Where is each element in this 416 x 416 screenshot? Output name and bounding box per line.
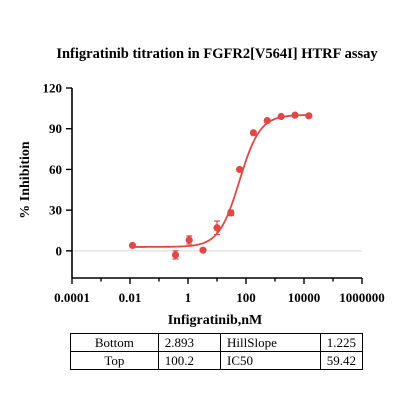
y-tick-label: 60 xyxy=(49,162,62,177)
x-tick-label: 1000000 xyxy=(339,290,385,305)
x-tick-label: 10000 xyxy=(288,290,321,305)
x-axis: 0.0001 0.01 1 100 10000 1000000 xyxy=(54,277,385,305)
x-tick-label: 100 xyxy=(236,290,256,305)
chart-title: Infigratinib titration in FGFR2[V564I] H… xyxy=(56,46,378,62)
data-point xyxy=(185,236,193,244)
data-point xyxy=(263,116,271,125)
fit-parameters-table: Bottom 2.893 HillSlope 1.225 Top 100.2 I… xyxy=(70,333,364,370)
param-value-hillslope: 1.225 xyxy=(319,333,364,352)
y-tick-label: 0 xyxy=(56,243,63,258)
table-row: Top 100.2 IC50 59.42 xyxy=(70,351,364,370)
fit-curve-group xyxy=(131,114,311,248)
y-tick-label: 90 xyxy=(49,121,62,136)
x-tick-label: 0.01 xyxy=(119,290,142,305)
data-point xyxy=(199,246,207,254)
fit-curve-line xyxy=(131,114,311,248)
table-row: Bottom 2.893 HillSlope 1.225 xyxy=(70,333,364,352)
data-point xyxy=(128,241,137,250)
x-tick-label: 1 xyxy=(185,290,192,305)
x-axis-label: Infigratinib,nM xyxy=(168,313,263,328)
data-point xyxy=(305,112,313,120)
param-label-top: Top xyxy=(70,351,159,370)
x-tick-label: 0.0001 xyxy=(54,290,90,305)
param-value-top: 100.2 xyxy=(157,351,222,370)
y-tick-label: 30 xyxy=(49,203,62,218)
y-axis: 0 30 60 90 120 xyxy=(43,81,73,278)
data-point xyxy=(227,209,235,217)
data-point xyxy=(235,165,244,174)
param-label-bottom: Bottom xyxy=(70,333,159,352)
param-value-ic50: 59.42 xyxy=(319,351,364,370)
data-points-group xyxy=(128,111,313,260)
data-point xyxy=(171,251,180,259)
param-label-hillslope: HillSlope xyxy=(220,333,321,352)
data-point xyxy=(249,129,258,137)
data-point xyxy=(277,112,285,121)
y-tick-label: 120 xyxy=(43,81,63,96)
param-value-bottom: 2.893 xyxy=(157,333,222,352)
data-point xyxy=(291,111,299,119)
y-axis-label: % Inhibition xyxy=(18,141,33,219)
param-label-ic50: IC50 xyxy=(220,351,321,370)
data-point xyxy=(213,224,221,232)
